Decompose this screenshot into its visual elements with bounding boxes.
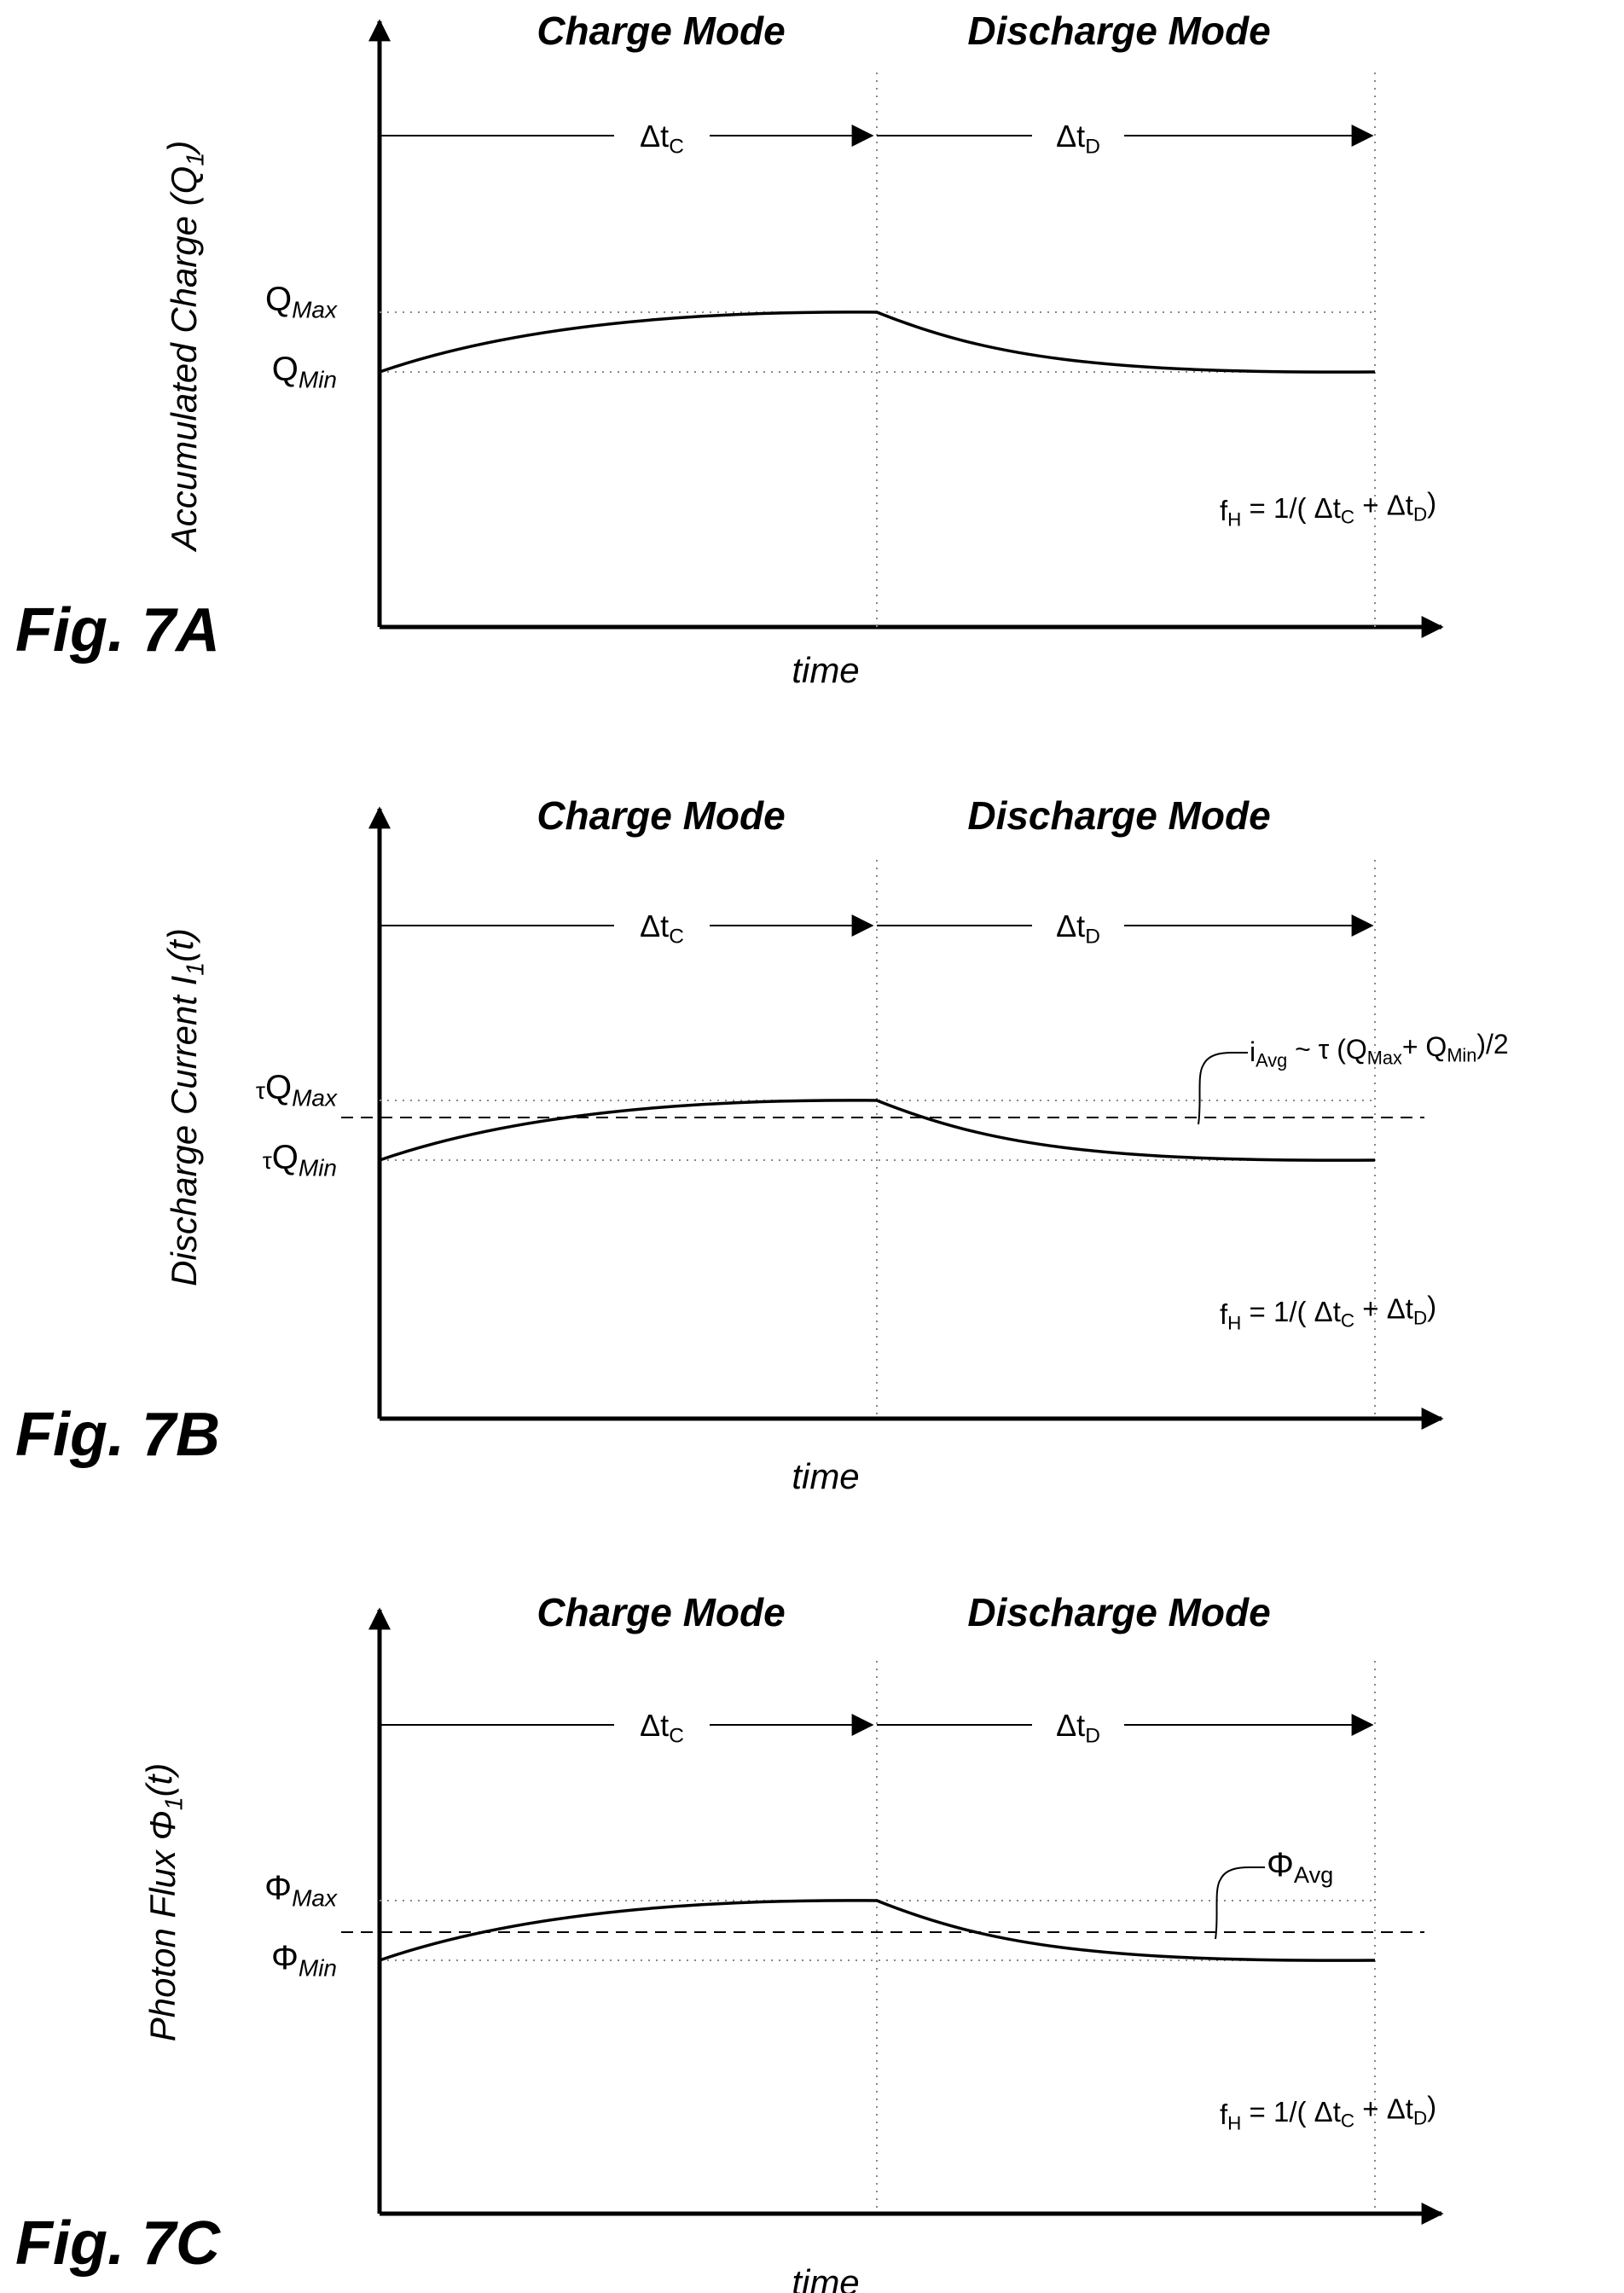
charge-mode-label: Charge Mode xyxy=(536,9,785,53)
signal-curve xyxy=(379,311,1376,374)
figure-panel-7a: Charge Mode Discharge Mode ΔtC ΔtD QMax QMin f… xyxy=(15,9,1444,690)
dt-charge-label: ΔtC xyxy=(640,119,684,158)
figure-label: Fig. 7A xyxy=(15,596,220,665)
frequency-formula: fH = 1/( ΔtC + ΔtD) xyxy=(1220,486,1436,530)
x-axis-label: time xyxy=(792,650,859,690)
min-level-label: QMin xyxy=(272,351,337,392)
discharge-mode-label: Discharge Mode xyxy=(967,1590,1270,1634)
y-axis-label: Discharge Current I1(t) xyxy=(160,928,210,1286)
discharge-mode-label: Discharge Mode xyxy=(967,793,1270,838)
signal-curve xyxy=(379,1899,1376,1962)
max-level-label: ΦMax xyxy=(264,1869,338,1911)
average-leader-line xyxy=(1215,1866,1265,1940)
figure-panel-7c: Charge Mode Discharge Mode ΔtC ΔtD ΦMax ΦMin Φ… xyxy=(15,1590,1444,2293)
min-level-label: ΦMin xyxy=(271,1939,337,1981)
frequency-formula: fH = 1/( ΔtC + ΔtD) xyxy=(1220,2090,1436,2133)
x-axis-label: time xyxy=(792,1456,859,1496)
max-level-label: QMax xyxy=(265,281,338,322)
discharge-mode-label: Discharge Mode xyxy=(967,9,1270,53)
average-leader-line xyxy=(1198,1052,1248,1125)
dt-charge-label: ΔtC xyxy=(640,1708,684,1747)
dt-discharge-label: ΔtD xyxy=(1056,908,1100,948)
max-level-label: τQMax xyxy=(256,1069,338,1111)
x-axis-label: time xyxy=(792,2262,859,2293)
frequency-formula: fH = 1/( ΔtC + ΔtD) xyxy=(1220,1290,1436,1333)
y-axis-label: Accumulated Charge (Q1) xyxy=(160,141,210,553)
charge-mode-label: Charge Mode xyxy=(536,1590,785,1634)
dt-charge-label: ΔtC xyxy=(640,908,684,948)
figure-label: Fig. 7B xyxy=(15,1401,220,1469)
figure-label: Fig. 7C xyxy=(15,2209,221,2278)
dt-discharge-label: ΔtD xyxy=(1056,119,1100,158)
y-axis-label: Photon Flux Φ1(t) xyxy=(139,1763,188,2042)
average-label: ΦAvg xyxy=(1267,1846,1333,1888)
average-label: iAvg ~ τ (QMax+ QMin)/2 xyxy=(1250,1029,1509,1071)
dt-discharge-label: ΔtD xyxy=(1056,1708,1100,1747)
charge-mode-label: Charge Mode xyxy=(536,793,785,838)
signal-curve xyxy=(379,1099,1376,1162)
figure-panel-7b: Charge Mode Discharge Mode ΔtC ΔtD τQMax τQMi… xyxy=(15,793,1509,1496)
min-level-label: τQMin xyxy=(263,1139,337,1181)
